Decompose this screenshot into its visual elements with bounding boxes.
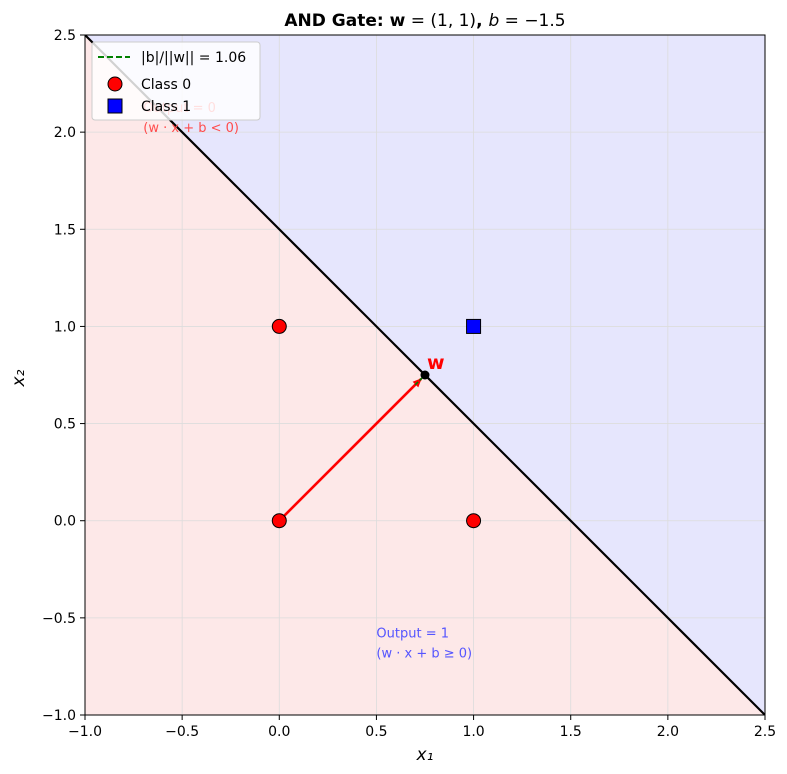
plot-frame: [84, 34, 766, 716]
boundary-foot-point: [420, 370, 430, 380]
y-tick-label: 1.0: [54, 319, 76, 335]
x-tick-label: 0.0: [268, 724, 290, 740]
y-tick-label: 2.0: [54, 125, 76, 141]
data-point-class-1: [466, 318, 482, 334]
legend-label-distance: |b|/||w|| = 1.06: [141, 50, 246, 66]
x-tick-label: −0.5: [165, 724, 199, 740]
y-tick-label: −0.5: [42, 611, 76, 627]
legend-label-class-0: Class 0: [141, 77, 191, 93]
legend-swatch-class-1: [107, 98, 123, 114]
y-tick-label: 2.5: [54, 28, 76, 44]
x-axis-label: x₁: [416, 745, 434, 765]
weight-vector-label: w: [427, 352, 445, 374]
y-tick-label: 0.5: [54, 417, 76, 433]
x-tick-label: 1.5: [560, 724, 582, 740]
x-axis-ticks: −1.0 −0.5 0.0 0.5 1.0 1.5 2.0 2.5: [68, 715, 776, 740]
y-tick-label: 0.0: [54, 514, 76, 530]
data-point-class-0: [271, 513, 287, 529]
data-point-class-0: [271, 318, 287, 334]
x-tick-label: −1.0: [68, 724, 102, 740]
y-axis-ticks: −1.0 −0.5 0.0 0.5 1.0 1.5 2.0 2.5: [42, 28, 85, 724]
y-tick-label: 1.5: [54, 222, 76, 238]
data-points: [271, 318, 482, 529]
weight-vector-layer: w: [278, 352, 445, 522]
legend-label-class-1: Class 1: [141, 99, 191, 115]
y-axis-label: x₂: [9, 369, 29, 387]
y-tick-label: −1.0: [42, 708, 76, 724]
chart-title: AND Gate: w = (1, 1), b = −1.5: [284, 11, 565, 31]
region-annotation: Output = 1 (w · x + b ≥ 0): [376, 626, 472, 661]
x-tick-label: 1.0: [462, 724, 484, 740]
distance-line: [414, 374, 426, 386]
weight-vector-arrow: [278, 377, 423, 522]
legend-box: [91, 41, 261, 121]
x-tick-label: 0.5: [365, 724, 387, 740]
x-tick-label: 2.0: [657, 724, 679, 740]
x-tick-label: 2.5: [754, 724, 776, 740]
data-point-class-0: [466, 513, 482, 529]
legend-swatch-class-0: [107, 76, 123, 92]
legend: |b|/||w|| = 1.06 Class 0 Class 1: [91, 41, 261, 121]
